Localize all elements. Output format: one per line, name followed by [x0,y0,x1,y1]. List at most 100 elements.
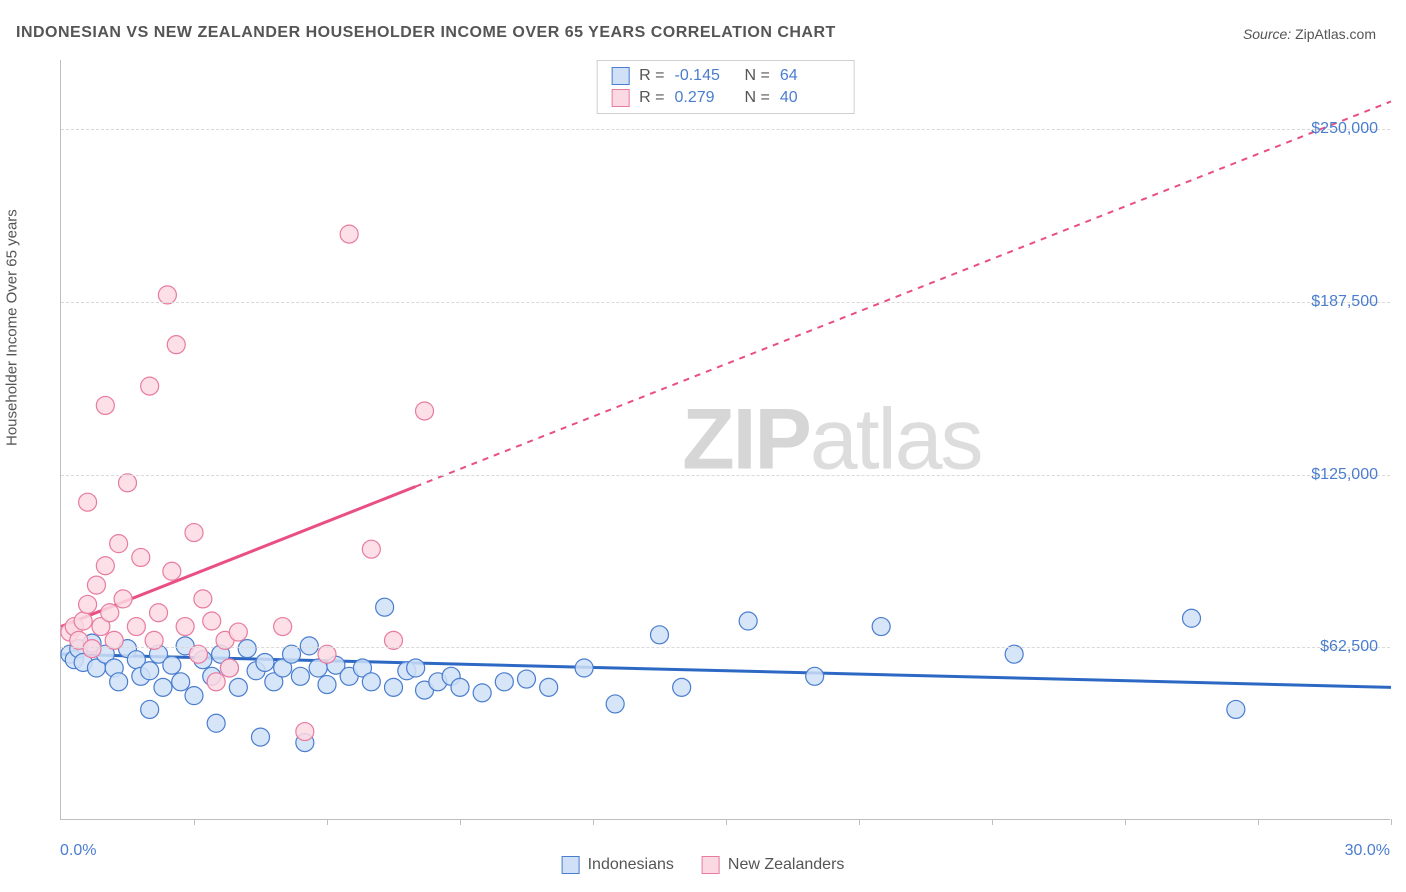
data-point [101,604,119,622]
data-point [1227,700,1245,718]
data-point [110,673,128,691]
data-point [114,590,132,608]
legend-swatch [702,856,720,874]
data-point [518,670,536,688]
stats-R-label: R = [639,67,664,85]
data-point [150,604,168,622]
data-point [119,474,137,492]
x-tick [327,819,328,825]
trend-line-dashed [416,101,1391,486]
data-point [229,678,247,696]
data-point [362,540,380,558]
data-point [473,684,491,702]
x-tick [726,819,727,825]
data-point [185,687,203,705]
chart-title: INDONESIAN VS NEW ZEALANDER HOUSEHOLDER … [16,24,836,42]
data-point [96,557,114,575]
stats-swatch [611,67,629,85]
data-point [132,548,150,566]
plot-svg [61,60,1390,819]
stats-row: R = -0.145 N = 64 [611,65,840,87]
data-point [167,336,185,354]
source-value: ZipAtlas.com [1295,26,1376,42]
data-point [385,678,403,696]
source-label: Source: [1243,26,1291,42]
data-point [127,618,145,636]
legend-item: Indonesians [562,856,674,874]
data-point [110,535,128,553]
x-tick [593,819,594,825]
data-point [96,396,114,414]
data-point [172,673,190,691]
y-tick-label: $62,500 [1320,638,1378,656]
stats-swatch [611,89,629,107]
data-point [252,728,270,746]
stats-N-value: 64 [780,67,840,85]
stats-R-label: R = [639,89,664,107]
stats-R-value: 0.279 [675,89,735,107]
x-tick [1391,819,1392,825]
data-point [185,524,203,542]
data-point [407,659,425,677]
stats-N-value: 40 [780,89,840,107]
data-point [274,618,292,636]
legend-bottom: Indonesians New Zealanders [562,856,845,874]
data-point [229,623,247,641]
data-point [207,714,225,732]
x-tick [992,819,993,825]
legend-swatch [562,856,580,874]
stats-R-value: -0.145 [675,67,735,85]
y-tick-label: $187,500 [1311,293,1378,311]
stats-N-label: N = [745,89,770,107]
stats-N-label: N = [745,67,770,85]
source-attribution: Source: ZipAtlas.com [1243,26,1376,42]
data-point [1183,609,1201,627]
data-point [141,662,159,680]
y-tick-label: $125,000 [1311,466,1378,484]
data-point [575,659,593,677]
data-point [194,590,212,608]
chart-plot-area: ZIPatlas R =-0.145N =64R =0.279N =40 $62… [60,60,1390,820]
data-point [651,626,669,644]
data-point [806,667,824,685]
data-point [416,402,434,420]
x-tick [1258,819,1259,825]
data-point [291,667,309,685]
y-axis-label: Householder Income Over 65 years [4,209,21,446]
legend-label: Indonesians [588,856,674,873]
data-point [340,225,358,243]
gridline [61,647,1390,648]
gridline [61,129,1390,130]
data-point [872,618,890,636]
x-tick [859,819,860,825]
legend-item: New Zealanders [702,856,845,874]
data-point [79,493,97,511]
data-point [673,678,691,696]
data-point [141,700,159,718]
data-point [300,637,318,655]
data-point [163,656,181,674]
data-point [606,695,624,713]
gridline [61,302,1390,303]
y-tick-label: $250,000 [1311,120,1378,138]
stats-box: R = -0.145 N = 64 R = 0.279 N = 40 [596,60,855,114]
data-point [540,678,558,696]
data-point [739,612,757,630]
data-point [318,676,336,694]
data-point [207,673,225,691]
data-point [362,673,380,691]
data-point [238,640,256,658]
data-point [495,673,513,691]
x-tick [1125,819,1126,825]
data-point [176,618,194,636]
legend-label: New Zealanders [728,856,845,873]
gridline [61,475,1390,476]
data-point [296,723,314,741]
stats-row: R = 0.279 N = 40 [611,87,840,109]
x-axis-max-label: 30.0% [1345,842,1390,860]
data-point [256,653,274,671]
data-point [451,678,469,696]
data-point [154,678,172,696]
data-point [79,595,97,613]
data-point [83,640,101,658]
